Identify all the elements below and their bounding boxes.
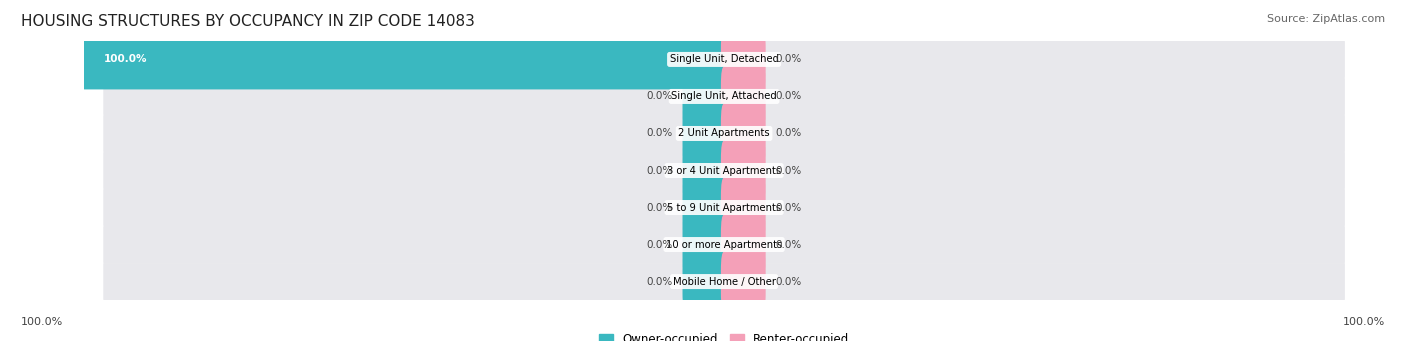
FancyBboxPatch shape <box>721 214 766 275</box>
Text: 0.0%: 0.0% <box>647 277 673 286</box>
Text: 100.0%: 100.0% <box>104 55 148 64</box>
Text: Source: ZipAtlas.com: Source: ZipAtlas.com <box>1267 14 1385 24</box>
FancyBboxPatch shape <box>721 252 766 312</box>
Legend: Owner-occupied, Renter-occupied: Owner-occupied, Renter-occupied <box>593 329 855 341</box>
Text: HOUSING STRUCTURES BY OCCUPANCY IN ZIP CODE 14083: HOUSING STRUCTURES BY OCCUPANCY IN ZIP C… <box>21 14 475 29</box>
Text: 100.0%: 100.0% <box>21 317 63 327</box>
Text: Single Unit, Detached: Single Unit, Detached <box>669 55 779 64</box>
Text: 0.0%: 0.0% <box>775 165 801 176</box>
FancyBboxPatch shape <box>103 189 1346 226</box>
FancyBboxPatch shape <box>103 152 1346 189</box>
Text: 0.0%: 0.0% <box>775 91 801 102</box>
Text: 0.0%: 0.0% <box>775 239 801 250</box>
FancyBboxPatch shape <box>721 103 766 163</box>
FancyBboxPatch shape <box>682 214 727 275</box>
Text: Mobile Home / Other: Mobile Home / Other <box>672 277 776 286</box>
Text: 0.0%: 0.0% <box>775 203 801 212</box>
Text: 0.0%: 0.0% <box>647 129 673 138</box>
Text: 100.0%: 100.0% <box>1343 317 1385 327</box>
FancyBboxPatch shape <box>682 252 727 312</box>
FancyBboxPatch shape <box>721 66 766 127</box>
FancyBboxPatch shape <box>103 226 1346 263</box>
FancyBboxPatch shape <box>682 140 727 201</box>
FancyBboxPatch shape <box>103 263 1346 300</box>
FancyBboxPatch shape <box>103 41 1346 78</box>
FancyBboxPatch shape <box>682 178 727 238</box>
FancyBboxPatch shape <box>82 29 727 89</box>
FancyBboxPatch shape <box>721 140 766 201</box>
Text: 10 or more Apartments: 10 or more Apartments <box>666 239 782 250</box>
FancyBboxPatch shape <box>721 178 766 238</box>
FancyBboxPatch shape <box>721 29 766 89</box>
FancyBboxPatch shape <box>682 66 727 127</box>
FancyBboxPatch shape <box>103 115 1346 152</box>
Text: 0.0%: 0.0% <box>775 129 801 138</box>
Text: 0.0%: 0.0% <box>775 277 801 286</box>
Text: 0.0%: 0.0% <box>647 165 673 176</box>
Text: 3 or 4 Unit Apartments: 3 or 4 Unit Apartments <box>666 165 782 176</box>
Text: 0.0%: 0.0% <box>775 55 801 64</box>
FancyBboxPatch shape <box>682 103 727 163</box>
Text: 0.0%: 0.0% <box>647 239 673 250</box>
Text: 0.0%: 0.0% <box>647 203 673 212</box>
Text: 5 to 9 Unit Apartments: 5 to 9 Unit Apartments <box>666 203 782 212</box>
Text: 2 Unit Apartments: 2 Unit Apartments <box>678 129 770 138</box>
FancyBboxPatch shape <box>103 78 1346 115</box>
Text: 0.0%: 0.0% <box>647 91 673 102</box>
Text: Single Unit, Attached: Single Unit, Attached <box>671 91 778 102</box>
